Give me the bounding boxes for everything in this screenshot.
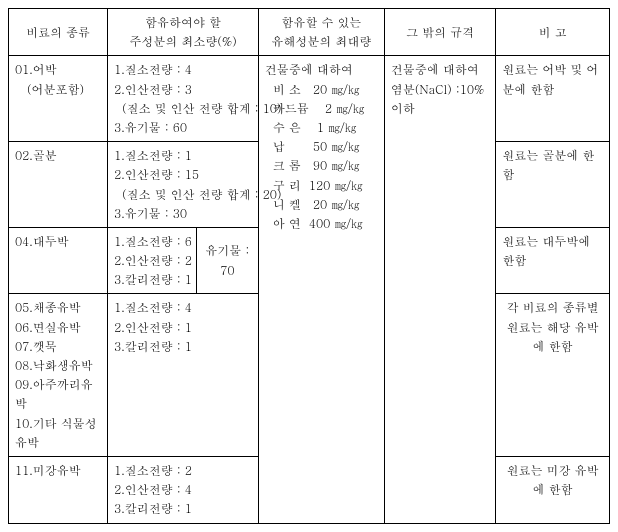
header-other: 그 밖의 규격 (384, 9, 496, 56)
fertilizer-spec-table: 비료의 종류 함유하여야 할주성분의 최소량(%) 함유할 수 있는유해성분의 … (8, 8, 610, 524)
min-cell: 1.질소전량 : 22.인산전량 : 43.칼리전량 : 1 (108, 456, 259, 523)
header-remark: 비 고 (496, 9, 610, 56)
other-spec-cell: 건물중에 대하여 염분(NaCl) :10%이하 (384, 56, 496, 523)
type-cell: 02.골분 (9, 142, 108, 228)
remark-cell: 원료는 어박 및 어분에 한함 (496, 56, 610, 142)
header-min: 함유하여야 할주성분의 최소량(%) (108, 9, 259, 56)
remark-cell: 원료는 대두박에 한함 (496, 227, 610, 294)
hazard-cell: 건물중에 대하여 비 소 20 ㎎/㎏ 카드뮴 2 ㎎/㎏ 수 은 1 ㎎/㎏ … (258, 56, 384, 523)
remark-cell: 원료는 미강 유박에 한함 (496, 456, 610, 523)
min-cell: 1.질소전량 : 42.인산전량 : 13.칼리전량 : 1 (108, 294, 259, 457)
remark-cell: 각 비료의 종류별원료는 해당 유박에 한함 (496, 294, 610, 457)
min-cell: 1.질소전량 : 42.인산전량 : 3 (질소 및 인산 전량 합계 : 10… (108, 56, 259, 142)
min-cell: 1.질소전량 : 12.인산전량 : 15 (질소 및 인산 전량 합계 : 2… (108, 142, 259, 228)
type-cell: 11.미강유박 (9, 456, 108, 523)
type-cell: 05.채종유박06.면실유박07.깻묵08.낙화생유박09.아주까리유박10.기… (9, 294, 108, 457)
header-type: 비료의 종류 (9, 9, 108, 56)
header-max: 함유할 수 있는유해성분의 최대량 (258, 9, 384, 56)
type-cell: 01.어박 (어분포함) (9, 56, 108, 142)
type-cell: 04.대두박 (9, 227, 108, 294)
min-b-cell: 유기물 : 70 (196, 227, 258, 294)
min-a-cell: 1.질소전량 : 62.인산전량 : 23.칼리전량 : 1 (108, 227, 197, 294)
remark-cell: 원료는 골분에 한함 (496, 142, 610, 228)
